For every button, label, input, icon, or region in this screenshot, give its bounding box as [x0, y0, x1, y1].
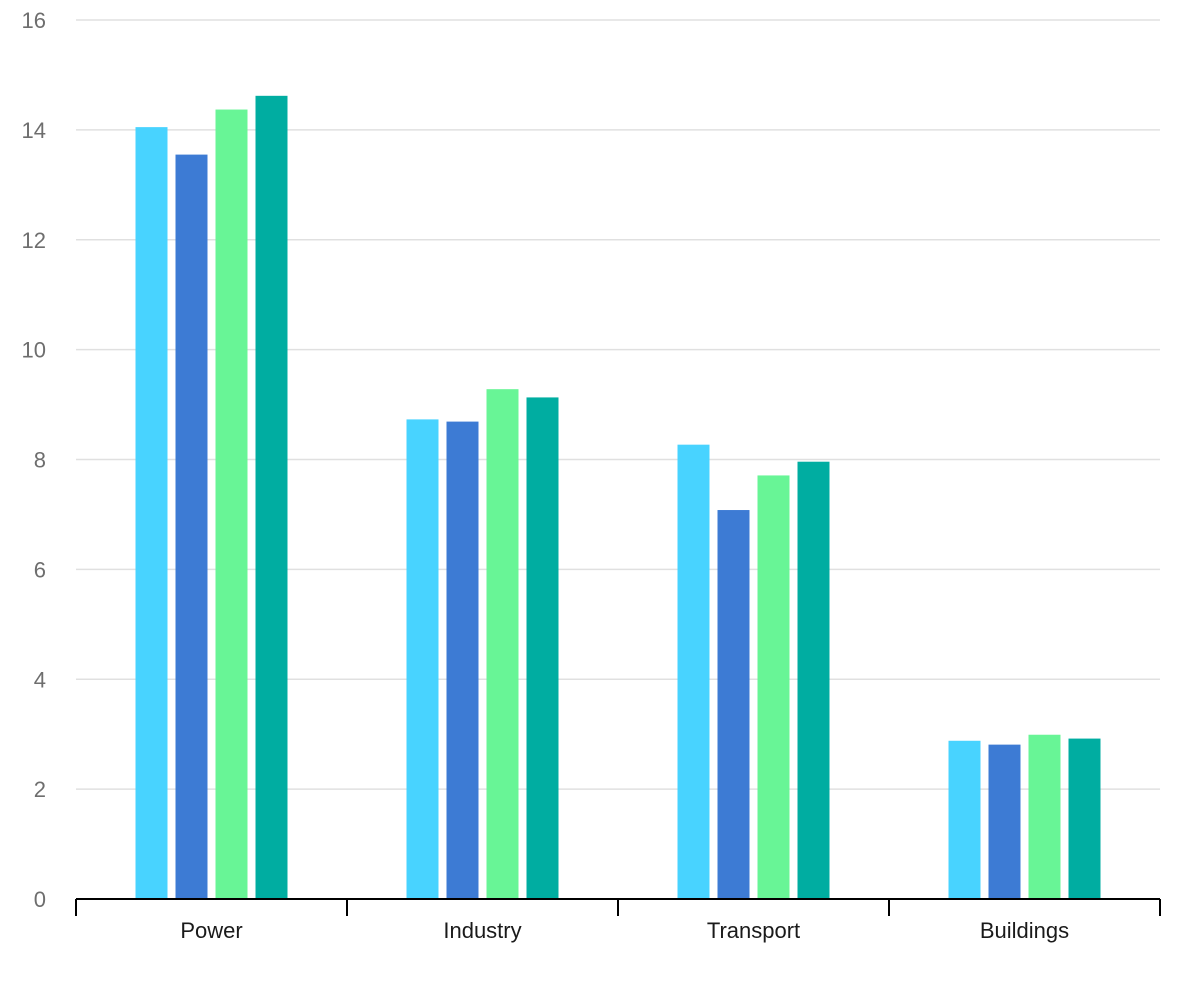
bar-power-series-1 [135, 127, 168, 900]
x-tick-label-power: Power [180, 918, 242, 943]
x-axis-ticks: Power Industry Transport Buildings [180, 918, 1069, 943]
bar-transport-series-1 [677, 444, 710, 899]
y-tick-label: 2 [34, 777, 46, 802]
x-tick-label-industry: Industry [443, 918, 521, 943]
y-tick-label: 12 [22, 228, 46, 253]
x-axis [75, 898, 1161, 916]
bar-power-series-3 [215, 109, 248, 900]
bar-transport-series-3 [757, 475, 790, 899]
x-tick-label-buildings: Buildings [980, 918, 1069, 943]
bar-transport-series-2 [717, 510, 750, 899]
x-tick-label-transport: Transport [707, 918, 800, 943]
y-tick-label: 6 [34, 557, 46, 582]
bar-industry-series-2 [446, 421, 479, 899]
bar-industry-series-4 [526, 397, 559, 899]
bar-buildings-series-2 [988, 744, 1021, 899]
bar-buildings-series-3 [1028, 734, 1061, 899]
y-tick-label: 16 [22, 8, 46, 33]
bar-industry-series-3 [486, 389, 519, 899]
y-tick-label: 10 [22, 338, 46, 363]
y-tick-label: 14 [22, 118, 46, 143]
bar-power-series-4 [255, 95, 288, 900]
y-tick-label: 4 [34, 667, 46, 692]
y-tick-label: 8 [34, 448, 46, 473]
bar-power-series-2 [175, 154, 208, 900]
bar-transport-series-4 [797, 461, 830, 899]
y-tick-label: 0 [34, 887, 46, 912]
bar-buildings-series-4 [1068, 738, 1101, 899]
y-axis-ticks: 0 2 4 6 8 10 12 14 16 [22, 8, 46, 912]
bar-industry-series-1 [406, 419, 439, 899]
bars [135, 95, 1101, 900]
bar-buildings-series-1 [948, 740, 981, 899]
